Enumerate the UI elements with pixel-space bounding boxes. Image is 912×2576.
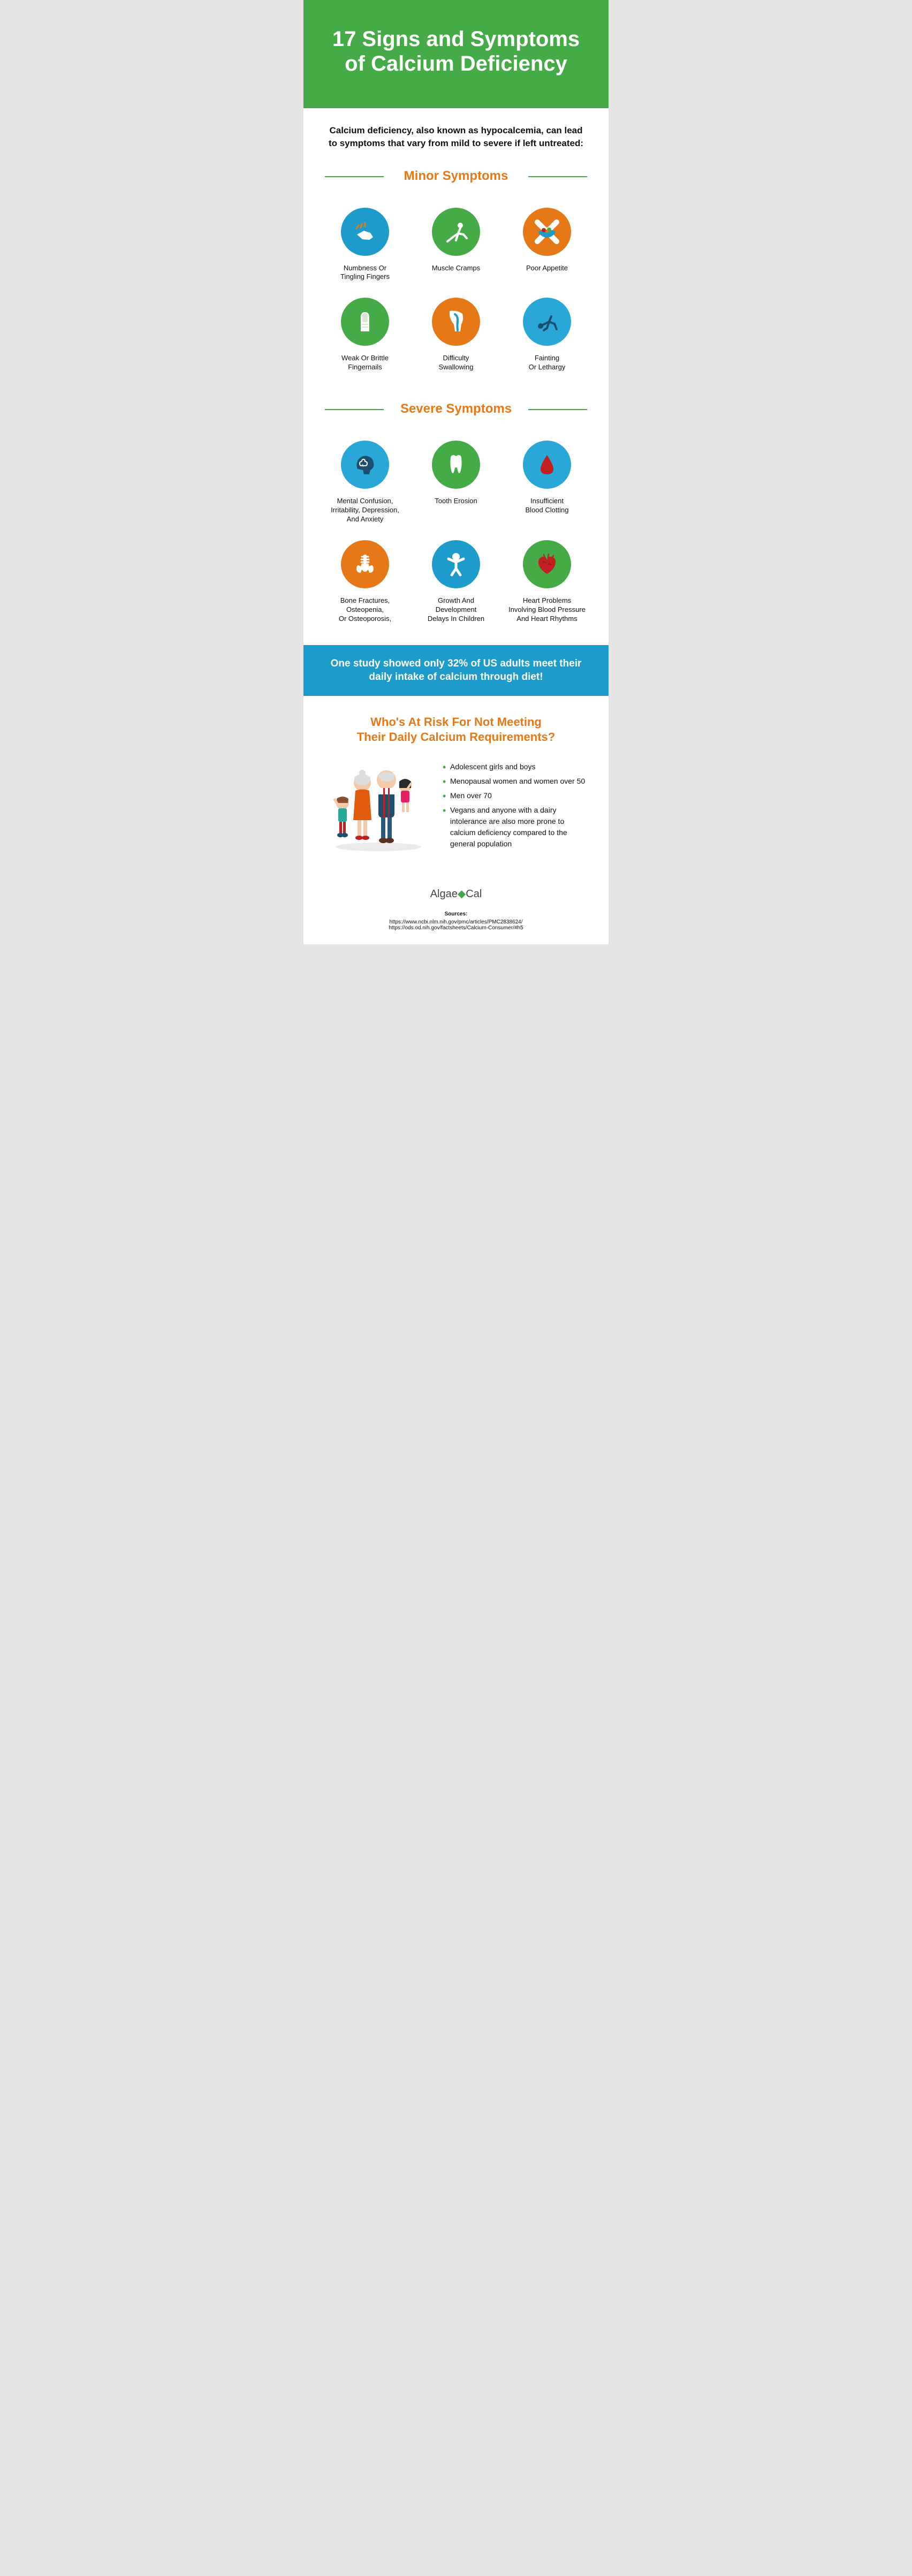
brain-icon [341, 441, 389, 489]
symptom-label: Tooth Erosion [413, 497, 499, 506]
bowl-icon [523, 208, 571, 256]
symptom-label: Weak Or Brittle Fingernails [322, 354, 408, 372]
severe-symptom-item: Tooth Erosion [413, 441, 499, 524]
minor-symptoms-grid: Numbness Or Tingling Fingers Muscle Cramp… [303, 192, 609, 394]
faint-icon [523, 298, 571, 346]
throat-icon [432, 298, 480, 346]
minor-symptom-item: Poor Appetite [504, 208, 590, 282]
symptom-label: Difficulty Swallowing [413, 354, 499, 372]
risk-list: Adolescent girls and boys Menopausal wome… [443, 761, 587, 858]
symptom-label: Bone Fractures, Osteopenia, Or Osteoporo… [322, 596, 408, 624]
infographic-page: 17 Signs and Symptoms of Calcium Deficie… [303, 0, 609, 944]
tooth-icon [432, 441, 480, 489]
sources-label: Sources: [303, 911, 609, 917]
symptom-label: Growth And Development Delays In Childre… [413, 596, 499, 624]
minor-symptom-item: Weak Or Brittle Fingernails [322, 298, 408, 372]
drop-icon [523, 441, 571, 489]
minor-symptom-item: Muscle Cramps [413, 208, 499, 282]
source-url-1: https://www.ncbi.nlm.nih.gov/pmc/article… [303, 919, 609, 925]
hero-title: 17 Signs and Symptoms of Calcium Deficie… [320, 27, 592, 76]
nail-icon [341, 298, 389, 346]
footer: Algae◆Cal [303, 879, 609, 906]
minor-symptoms-title: Minor Symptoms [325, 161, 587, 192]
symptom-label: Numbness Or Tingling Fingers [322, 264, 408, 282]
hand-icon [341, 208, 389, 256]
family-illustration [325, 761, 432, 858]
bones-icon [341, 540, 389, 588]
risk-item: Menopausal women and women over 50 [443, 776, 587, 787]
sources: Sources: https://www.ncbi.nlm.nih.gov/pm… [303, 906, 609, 944]
source-url-2: https://ods.od.nih.gov/factsheets/Calciu… [303, 925, 609, 931]
symptom-label: Insufficient Blood Clotting [504, 497, 590, 515]
minor-symptom-item: Difficulty Swallowing [413, 298, 499, 372]
minor-symptom-item: Numbness Or Tingling Fingers [322, 208, 408, 282]
heart-icon [523, 540, 571, 588]
brand-logo: Algae◆Cal [303, 887, 609, 900]
severe-symptom-item: Bone Fractures, Osteopenia, Or Osteoporo… [322, 540, 408, 624]
risk-section: Adolescent girls and boys Menopausal wome… [303, 759, 609, 879]
child-icon [432, 540, 480, 588]
symptom-label: Mental Confusion, Irritability, Depressi… [322, 497, 408, 524]
risk-title: Who's At Risk For Not Meeting Their Dail… [303, 696, 609, 759]
symptom-label: Fainting Or Lethargy [504, 354, 590, 372]
stretch-icon [432, 208, 480, 256]
risk-item: Vegans and anyone with a dairy intoleran… [443, 805, 587, 850]
symptom-label: Muscle Cramps [413, 264, 499, 273]
severe-symptoms-grid: Mental Confusion, Irritability, Depressi… [303, 425, 609, 645]
minor-symptom-item: Fainting Or Lethargy [504, 298, 590, 372]
symptom-label: Heart Problems Involving Blood Pressure … [504, 596, 590, 624]
hero-banner: 17 Signs and Symptoms of Calcium Deficie… [303, 0, 609, 108]
severe-symptom-item: Insufficient Blood Clotting [504, 441, 590, 524]
risk-item: Men over 70 [443, 790, 587, 801]
severe-symptoms-title: Severe Symptoms [325, 393, 587, 425]
intro-text: Calcium deficiency, also known as hypoca… [303, 108, 609, 161]
symptom-label: Poor Appetite [504, 264, 590, 273]
severe-symptom-item: Heart Problems Involving Blood Pressure … [504, 540, 590, 624]
severe-symptom-item: Growth And Development Delays In Childre… [413, 540, 499, 624]
severe-symptom-item: Mental Confusion, Irritability, Depressi… [322, 441, 408, 524]
risk-item: Adolescent girls and boys [443, 761, 587, 772]
study-banner: One study showed only 32% of US adults m… [303, 645, 609, 696]
